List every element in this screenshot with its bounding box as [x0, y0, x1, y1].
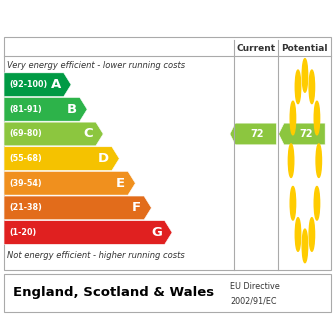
- Circle shape: [316, 144, 322, 177]
- Text: C: C: [84, 128, 93, 140]
- Text: 2002/91/EC: 2002/91/EC: [230, 296, 277, 305]
- Circle shape: [295, 70, 301, 104]
- Text: England, Scotland & Wales: England, Scotland & Wales: [13, 286, 215, 299]
- Text: Not energy efficient - higher running costs: Not energy efficient - higher running co…: [7, 251, 185, 261]
- Circle shape: [295, 218, 301, 251]
- Text: Very energy efficient - lower running costs: Very energy efficient - lower running co…: [7, 61, 185, 70]
- Text: Current: Current: [236, 43, 276, 53]
- Polygon shape: [230, 123, 277, 145]
- Text: (81-91): (81-91): [9, 105, 42, 114]
- Polygon shape: [4, 122, 103, 146]
- Text: Energy Efficiency Rating: Energy Efficiency Rating: [10, 11, 220, 26]
- Text: B: B: [67, 103, 77, 116]
- Polygon shape: [4, 97, 87, 121]
- Text: (1-20): (1-20): [9, 228, 36, 237]
- Text: EU Directive: EU Directive: [230, 283, 280, 291]
- Text: 72: 72: [251, 129, 264, 139]
- Text: 72: 72: [299, 129, 313, 139]
- Text: A: A: [51, 78, 61, 91]
- Text: (92-100): (92-100): [9, 80, 47, 89]
- Text: E: E: [116, 177, 125, 190]
- Text: F: F: [132, 201, 141, 215]
- Text: (69-80): (69-80): [9, 129, 42, 139]
- Polygon shape: [4, 196, 152, 220]
- Circle shape: [302, 59, 308, 92]
- Text: Potential: Potential: [281, 43, 328, 53]
- Polygon shape: [4, 171, 135, 195]
- Circle shape: [288, 144, 294, 177]
- Text: G: G: [151, 226, 162, 239]
- Polygon shape: [4, 73, 71, 96]
- Text: (21-38): (21-38): [9, 203, 42, 212]
- Text: (39-54): (39-54): [9, 179, 42, 188]
- Polygon shape: [279, 123, 325, 145]
- Circle shape: [314, 101, 320, 135]
- Circle shape: [314, 186, 320, 220]
- Text: D: D: [98, 152, 109, 165]
- Circle shape: [290, 186, 296, 220]
- Circle shape: [309, 218, 314, 251]
- Polygon shape: [4, 147, 119, 170]
- Polygon shape: [4, 221, 172, 244]
- Circle shape: [302, 229, 308, 263]
- Circle shape: [290, 101, 296, 135]
- Text: (55-68): (55-68): [9, 154, 42, 163]
- Circle shape: [309, 70, 314, 104]
